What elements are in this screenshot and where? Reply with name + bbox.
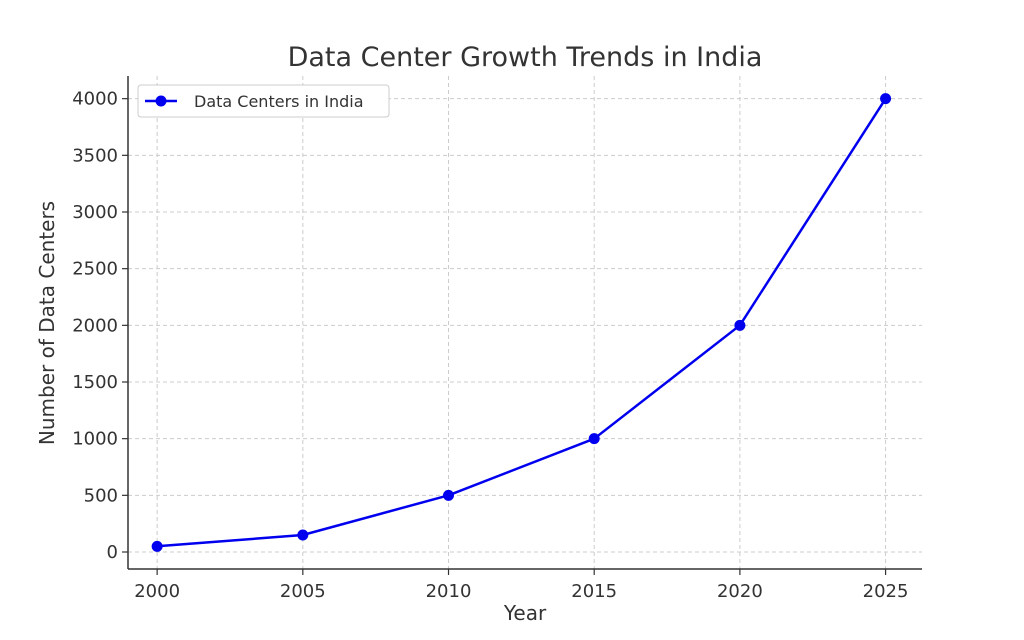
y-tick-label: 500 xyxy=(84,485,118,506)
series-line xyxy=(155,97,887,548)
legend-label-data-centers: Data Centers in India xyxy=(194,92,364,111)
axes xyxy=(122,76,922,575)
legend-marker-swatch xyxy=(155,95,167,107)
x-tick-label: 2010 xyxy=(426,581,472,602)
data-series xyxy=(151,93,892,552)
x-tick-label: 2000 xyxy=(134,581,180,602)
grid-lines xyxy=(128,76,922,569)
x-tick-label: 2020 xyxy=(717,581,763,602)
y-tick-label: 3500 xyxy=(72,145,118,166)
tick-labels: 2000 2005 2010 2015 2020 2025 0 500 1000 1500 2000… xyxy=(72,89,908,602)
data-point xyxy=(588,433,600,445)
y-tick-label: 1000 xyxy=(72,429,118,450)
y-axis-label: Number of Data Centers xyxy=(35,201,59,445)
y-tick-label: 2000 xyxy=(72,315,118,336)
legend: Data Centers in India xyxy=(137,84,390,118)
data-point xyxy=(443,489,455,501)
data-point xyxy=(734,319,746,331)
y-tick-label: 2500 xyxy=(72,259,118,280)
x-tick-label: 2025 xyxy=(863,581,909,602)
x-tick-label: 2005 xyxy=(280,581,326,602)
y-tick-label: 1500 xyxy=(72,372,118,393)
y-tick-label: 0 xyxy=(107,542,118,563)
legend-box xyxy=(137,84,390,118)
data-point xyxy=(880,93,892,105)
x-tick-label: 2015 xyxy=(571,581,617,602)
chart-title: Data Center Growth Trends in India xyxy=(288,42,763,73)
y-tick-label: 3000 xyxy=(72,202,118,223)
data-point xyxy=(151,540,163,552)
y-tick-label: 4000 xyxy=(72,89,118,110)
data-point xyxy=(297,529,309,541)
x-axis-label: Year xyxy=(503,601,547,625)
